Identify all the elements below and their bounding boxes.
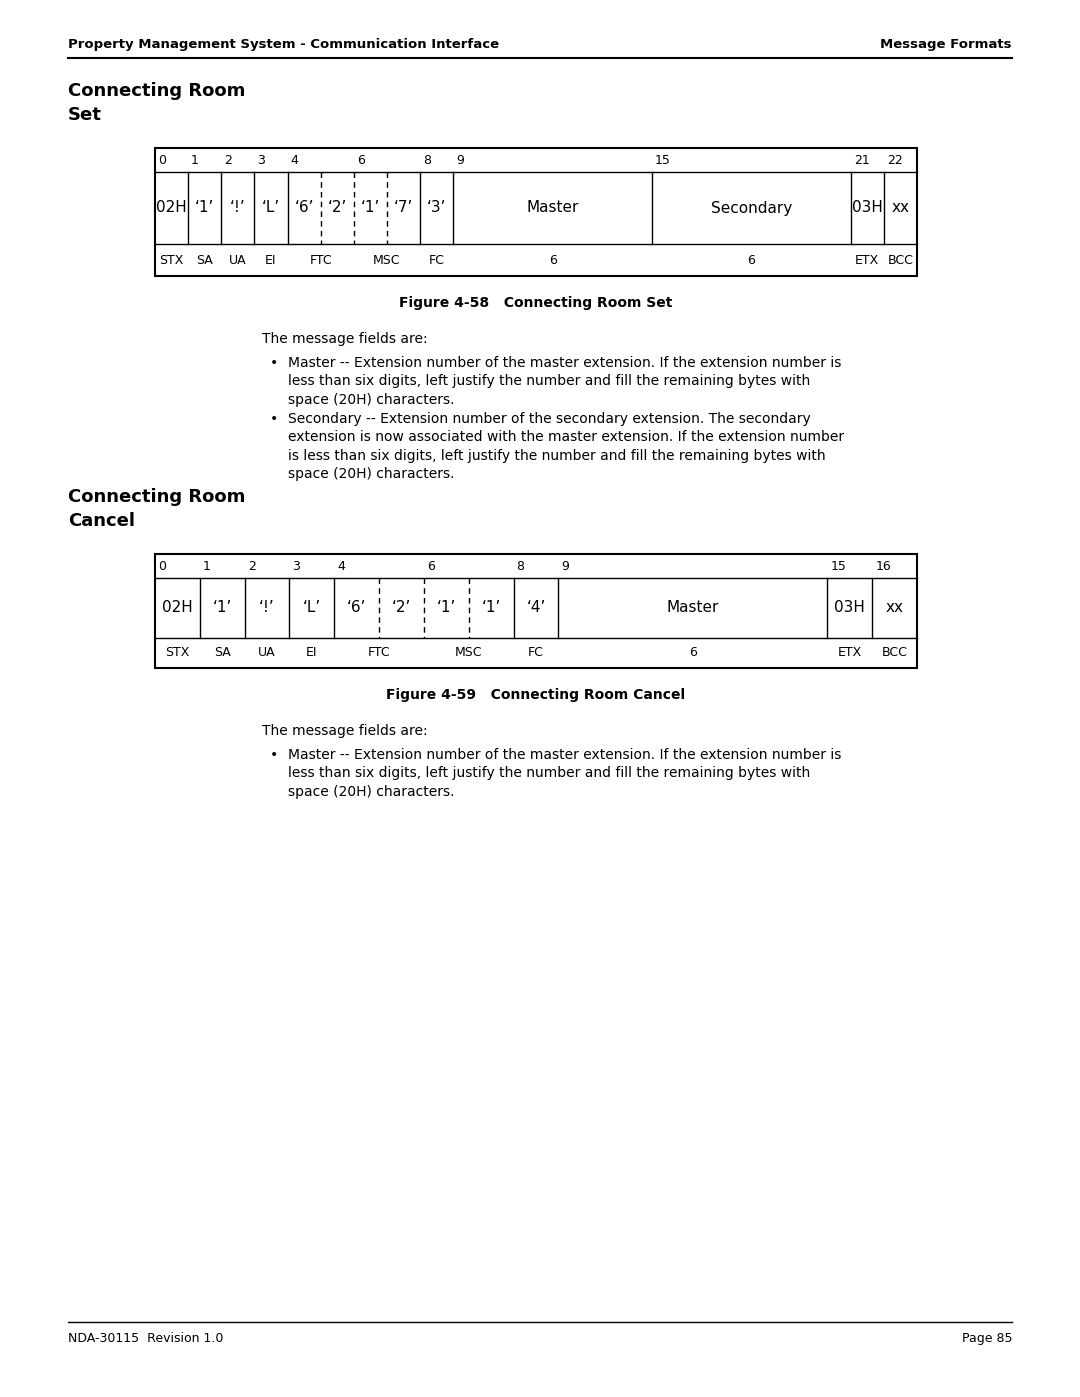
Text: The message fields are:: The message fields are: [262,332,428,346]
Text: UA: UA [258,647,275,659]
Text: ETX: ETX [855,253,879,267]
Text: 1: 1 [203,560,211,573]
Text: 9: 9 [456,154,464,166]
Text: SA: SA [197,253,213,267]
Text: 4: 4 [291,154,298,166]
Text: STX: STX [160,253,184,267]
Text: EI: EI [266,253,276,267]
Text: ‘1’: ‘1’ [361,201,380,215]
Text: The message fields are:: The message fields are: [262,724,428,738]
Text: FC: FC [528,647,544,659]
Text: •: • [270,412,279,426]
Text: 1: 1 [191,154,199,166]
Text: 6: 6 [689,647,697,659]
Text: EI: EI [306,647,318,659]
Text: Figure 4-58   Connecting Room Set: Figure 4-58 Connecting Room Set [400,296,673,310]
Text: UA: UA [229,253,246,267]
Text: BCC: BCC [888,253,914,267]
Text: ‘!’: ‘!’ [230,201,246,215]
Text: 6: 6 [427,560,435,573]
Text: ‘1’: ‘1’ [195,201,215,215]
Text: 16: 16 [875,560,891,573]
Text: 3: 3 [257,154,266,166]
Text: 3: 3 [293,560,300,573]
Text: ‘L’: ‘L’ [261,201,280,215]
Text: ‘L’: ‘L’ [302,601,321,616]
Text: Set: Set [68,106,102,124]
Text: ‘!’: ‘!’ [259,601,275,616]
Text: 03H: 03H [835,601,865,616]
Text: Property Management System - Communication Interface: Property Management System - Communicati… [68,38,499,52]
Text: SA: SA [214,647,231,659]
Text: Master -- Extension number of the master extension. If the extension number is
l: Master -- Extension number of the master… [288,747,841,799]
Text: 8: 8 [516,560,525,573]
Text: Message Formats: Message Formats [880,38,1012,52]
Text: STX: STX [165,647,190,659]
Text: 6: 6 [549,253,556,267]
Text: FC: FC [429,253,445,267]
Text: 0: 0 [158,154,166,166]
Text: 02H: 02H [162,601,193,616]
Text: ‘6’: ‘6’ [295,201,314,215]
Text: 2: 2 [247,560,256,573]
Text: Master: Master [526,201,579,215]
Text: FTC: FTC [368,647,391,659]
Text: ‘1’: ‘1’ [482,601,501,616]
Text: 6: 6 [747,253,755,267]
Text: 21: 21 [853,154,869,166]
Text: Cancel: Cancel [68,511,135,529]
Text: xx: xx [886,601,904,616]
Text: MSC: MSC [455,647,483,659]
Text: ‘1’: ‘1’ [213,601,232,616]
Text: ‘6’: ‘6’ [347,601,366,616]
Text: ‘4’: ‘4’ [526,601,545,616]
Text: 02H: 02H [157,201,187,215]
Text: NDA-30115  Revision 1.0: NDA-30115 Revision 1.0 [68,1331,224,1345]
Text: ETX: ETX [838,647,862,659]
Text: 9: 9 [562,560,569,573]
Text: 2: 2 [225,154,232,166]
Text: ‘1’: ‘1’ [436,601,456,616]
Text: 6: 6 [356,154,365,166]
Text: 4: 4 [337,560,346,573]
Text: Figure 4-59   Connecting Room Cancel: Figure 4-59 Connecting Room Cancel [387,687,686,703]
Text: 03H: 03H [852,201,882,215]
Bar [156,148,917,277]
Text: 22: 22 [887,154,903,166]
Text: xx: xx [891,201,909,215]
Text: MSC: MSC [374,253,401,267]
Text: Connecting Room: Connecting Room [68,488,245,506]
Text: BCC: BCC [881,647,907,659]
Text: ‘3’: ‘3’ [427,201,446,215]
Text: Connecting Room: Connecting Room [68,82,245,101]
Text: Master: Master [666,601,719,616]
Bar [156,555,917,668]
Text: 8: 8 [423,154,431,166]
Text: 0: 0 [158,560,166,573]
Text: •: • [270,747,279,761]
Text: 15: 15 [831,560,847,573]
Text: Page 85: Page 85 [961,1331,1012,1345]
Text: ‘7’: ‘7’ [394,201,414,215]
Text: ‘2’: ‘2’ [392,601,411,616]
Text: •: • [270,356,279,370]
Text: ‘2’: ‘2’ [327,201,347,215]
Text: Secondary -- Extension number of the secondary extension. The secondary
extensio: Secondary -- Extension number of the sec… [288,412,845,481]
Text: 15: 15 [654,154,671,166]
Text: Secondary: Secondary [711,201,792,215]
Text: FTC: FTC [309,253,332,267]
Text: Master -- Extension number of the master extension. If the extension number is
l: Master -- Extension number of the master… [288,356,841,407]
